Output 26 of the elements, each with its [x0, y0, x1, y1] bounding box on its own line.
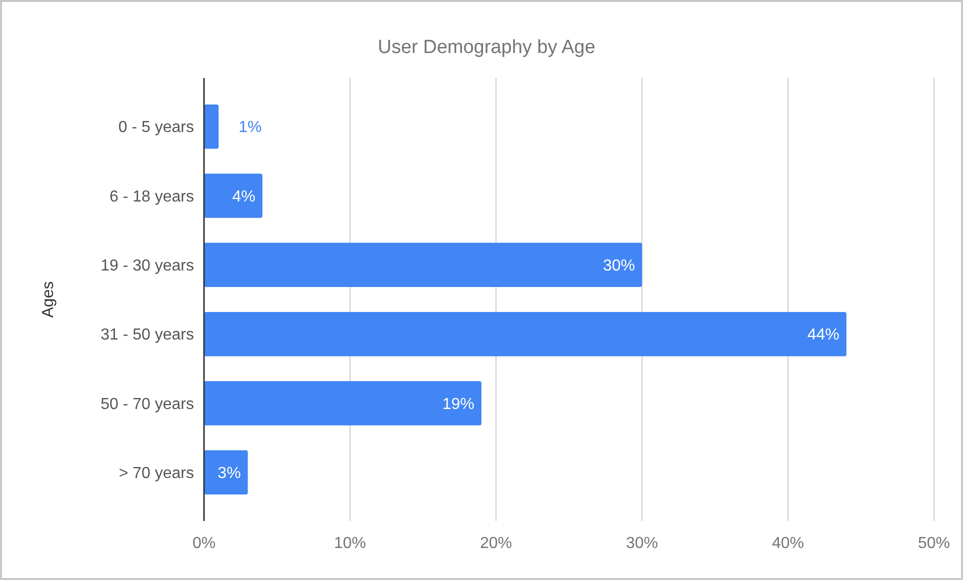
- y-tick-label: 31 - 50 years: [100, 326, 194, 344]
- y-tick-label: 19 - 30 years: [100, 258, 194, 275]
- y-tick-label: 50 - 70 years: [100, 396, 194, 413]
- data-label: 1%: [238, 119, 262, 136]
- data-label: 30%: [602, 258, 635, 275]
- y-axis-title: Ages: [40, 281, 57, 318]
- bar: [204, 242, 642, 288]
- bar: [204, 312, 846, 356]
- y-tick-label: 0 - 5 years: [118, 119, 194, 136]
- y-tick-label: 6 - 18 years: [110, 188, 194, 206]
- chart-title: User Demography by Age: [378, 37, 596, 58]
- bar: [204, 174, 262, 218]
- y-tick-label: > 70 years: [118, 465, 194, 482]
- bar: [204, 104, 219, 149]
- data-label: 4%: [232, 188, 256, 206]
- data-label: 44%: [807, 326, 840, 344]
- x-tick-label: 50%: [918, 535, 950, 552]
- x-tick-label: 10%: [334, 535, 366, 552]
- x-tick-label: 40%: [772, 535, 804, 552]
- x-tick-label: 20%: [480, 535, 512, 552]
- bar: [204, 381, 482, 426]
- x-tick-label: 30%: [626, 535, 658, 552]
- x-tick-label: 0%: [192, 535, 216, 552]
- data-label: 3%: [218, 465, 241, 482]
- data-label: 19%: [442, 396, 474, 413]
- bar: [204, 450, 248, 495]
